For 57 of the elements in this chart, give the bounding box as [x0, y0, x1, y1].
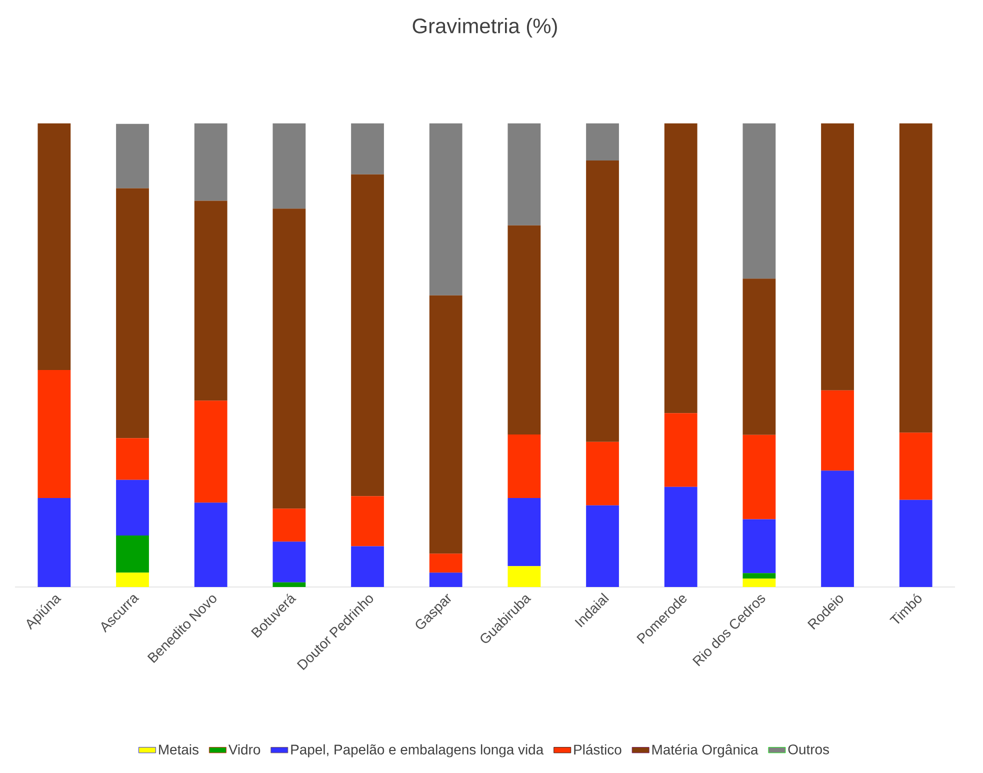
bar: [116, 572, 149, 587]
legend-label: Vidro: [228, 744, 260, 755]
bar: [116, 188, 149, 438]
bar: [664, 486, 698, 587]
bar: [508, 434, 541, 498]
bar: [664, 123, 698, 414]
bar: [272, 542, 306, 582]
bar: [38, 123, 71, 370]
legend-label: Matéria Orgânica: [652, 744, 758, 758]
legend-label: Metais: [159, 744, 198, 755]
bar: [116, 536, 149, 573]
bar: [116, 480, 149, 536]
bar: [899, 123, 932, 433]
bar: [899, 500, 932, 587]
bar: [742, 434, 776, 520]
bar: [272, 582, 306, 587]
bar: [351, 496, 384, 546]
bar: [38, 370, 71, 498]
bar: [742, 278, 776, 435]
bar: [116, 438, 149, 480]
bar: [272, 508, 306, 542]
bar: [429, 123, 462, 296]
bar: [742, 573, 776, 579]
bar: [742, 578, 776, 587]
bar: [194, 400, 228, 503]
bar: [116, 124, 149, 188]
bar: [586, 160, 619, 442]
bar: [508, 225, 541, 434]
bar: [586, 442, 619, 506]
bar: [272, 123, 306, 209]
bar: [351, 546, 384, 587]
bar: [586, 123, 619, 160]
bar: [272, 208, 306, 509]
bar: [586, 505, 619, 587]
bar: [821, 123, 854, 390]
bar: [429, 572, 462, 587]
bar: [351, 174, 384, 496]
bar: [429, 295, 462, 554]
bar: [194, 502, 228, 587]
bar: [899, 432, 932, 500]
bar: [664, 413, 698, 487]
bar: [821, 470, 854, 587]
legend-label: Plástico: [574, 744, 622, 755]
bar: [742, 123, 776, 279]
bar: [821, 390, 854, 471]
bar: [194, 123, 228, 201]
bar: [38, 498, 71, 587]
bar: [508, 123, 541, 226]
bar: [508, 566, 541, 587]
bar: [742, 519, 776, 574]
bar: [351, 123, 384, 174]
legend-label: Outros: [788, 744, 829, 754]
bar: [508, 498, 541, 566]
chart-title: Gravimetria (%): [412, 18, 557, 38]
legend-label: Papel, Papelão e embalagens longa vida: [291, 744, 544, 758]
bar: [194, 200, 228, 401]
bar: [429, 554, 462, 573]
